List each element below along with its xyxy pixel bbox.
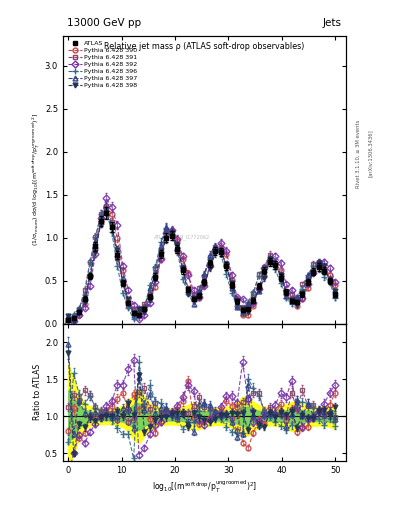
- Text: Relative jet mass ρ (ATLAS soft-drop observables): Relative jet mass ρ (ATLAS soft-drop obs…: [104, 41, 305, 51]
- X-axis label: log$_{10}$[(m$^{\mathrm{soft\,drop}}$/p$_T^{\mathrm{ungroomed}}$)$^2$]: log$_{10}$[(m$^{\mathrm{soft\,drop}}$/p$…: [152, 479, 257, 495]
- Y-axis label: Ratio to ATLAS: Ratio to ATLAS: [33, 364, 42, 420]
- Text: ATLAS_2019_I1772062: ATLAS_2019_I1772062: [154, 234, 210, 240]
- Legend: ATLAS, Pythia 6.428 390, Pythia 6.428 391, Pythia 6.428 392, Pythia 6.428 396, P: ATLAS, Pythia 6.428 390, Pythia 6.428 39…: [66, 39, 139, 90]
- Text: Jets: Jets: [323, 18, 342, 28]
- Y-axis label: (1/σ$_{\mathrm{resum}}$) dσ/d log$_{10}$[(m$^{\mathrm{soft\,drop}}$/p$_T^{\mathr: (1/σ$_{\mathrm{resum}}$) dσ/d log$_{10}$…: [31, 113, 42, 246]
- Text: 13000 GeV pp: 13000 GeV pp: [67, 18, 141, 28]
- Text: Rivet 3.1.10, ≥ 3M events: Rivet 3.1.10, ≥ 3M events: [356, 119, 361, 188]
- Text: [arXiv:1306.3436]: [arXiv:1306.3436]: [367, 130, 373, 178]
